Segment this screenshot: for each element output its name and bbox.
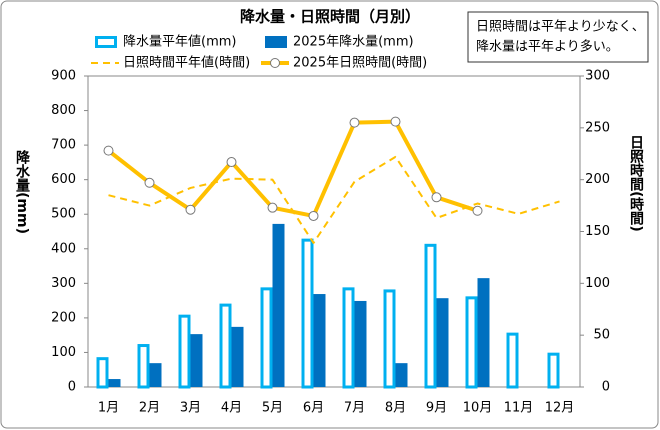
bar <box>190 334 203 387</box>
bar <box>260 287 273 389</box>
bar <box>383 289 396 389</box>
bar <box>395 363 408 387</box>
x-tick-label: 11月 <box>504 401 534 416</box>
bar <box>354 300 367 387</box>
y-tick-label: 900 <box>51 69 76 84</box>
y2-tick-label: 0 <box>602 380 610 395</box>
y-tick-label: 700 <box>51 138 76 153</box>
legend-label: 降水量平年値(mm) <box>123 34 236 50</box>
bar <box>178 314 191 389</box>
marker <box>144 177 155 188</box>
x-tick-label: 2月 <box>139 401 160 416</box>
bar <box>436 298 449 387</box>
y-tick-label: 500 <box>51 207 76 222</box>
bar <box>342 287 355 389</box>
legend-label: 2025年日照時間(時間) <box>293 56 427 71</box>
bar <box>547 352 560 389</box>
x-tick-label: 8月 <box>385 401 406 416</box>
annotation: 日照時間は平年より少なく、 <box>476 20 645 35</box>
bar <box>424 243 437 389</box>
annotation-box <box>467 11 649 63</box>
x-tick-label: 6月 <box>303 401 324 416</box>
y-tick-label: 400 <box>51 241 76 256</box>
bar <box>313 294 326 387</box>
y2-axis-label: 日照時間(時間) <box>628 135 644 232</box>
bar <box>96 357 109 389</box>
y2-tick-label: 50 <box>593 328 610 343</box>
line <box>108 155 560 244</box>
y-tick-label: 200 <box>51 310 76 325</box>
bar <box>137 344 150 389</box>
legend-label: 日照時間平年値(時間) <box>123 55 250 71</box>
y-tick-label: 100 <box>51 345 76 360</box>
marker <box>308 210 319 221</box>
legend-swatch <box>95 36 117 48</box>
marker <box>103 145 114 156</box>
legend-marker <box>270 58 280 68</box>
y2-tick-label: 100 <box>585 276 610 291</box>
bar <box>108 379 121 387</box>
y-tick-label: 800 <box>51 103 76 118</box>
x-tick-label: 1月 <box>98 401 119 416</box>
y-axis-label: 降水量(mm) <box>14 149 30 234</box>
marker <box>390 116 401 127</box>
x-tick-label: 12月 <box>545 401 575 416</box>
bar <box>219 303 232 389</box>
annotation: 降水量は平年より多い。 <box>476 39 619 55</box>
marker <box>226 157 237 168</box>
x-tick-label: 10月 <box>463 401 493 416</box>
bar <box>231 326 244 387</box>
legend-swatch <box>265 36 287 48</box>
y-tick-label: 600 <box>51 172 76 187</box>
x-tick-label: 3月 <box>180 401 201 416</box>
y2-tick-label: 150 <box>585 224 610 239</box>
x-tick-label: 5月 <box>262 401 283 416</box>
bar <box>272 223 285 387</box>
bar <box>301 238 314 389</box>
marker <box>472 205 483 216</box>
y-tick-label: 0 <box>68 380 76 395</box>
marker <box>185 204 196 215</box>
chart-title: 降水量・日照時間（月別） <box>240 8 420 26</box>
y2-tick-label: 200 <box>585 172 610 187</box>
bar <box>465 296 478 389</box>
bar <box>149 363 162 387</box>
y2-tick-label: 250 <box>585 120 610 135</box>
marker <box>267 202 278 213</box>
x-tick-label: 9月 <box>426 401 447 416</box>
y-tick-label: 300 <box>51 276 76 291</box>
bar <box>477 278 490 387</box>
legend-label: 2025年降水量(mm) <box>293 35 414 50</box>
marker <box>431 192 442 203</box>
x-tick-label: 4月 <box>221 401 242 416</box>
line <box>107 119 479 218</box>
x-tick-label: 7月 <box>344 401 365 416</box>
bar <box>506 332 519 389</box>
marker <box>349 117 360 128</box>
y2-tick-label: 300 <box>585 69 610 84</box>
